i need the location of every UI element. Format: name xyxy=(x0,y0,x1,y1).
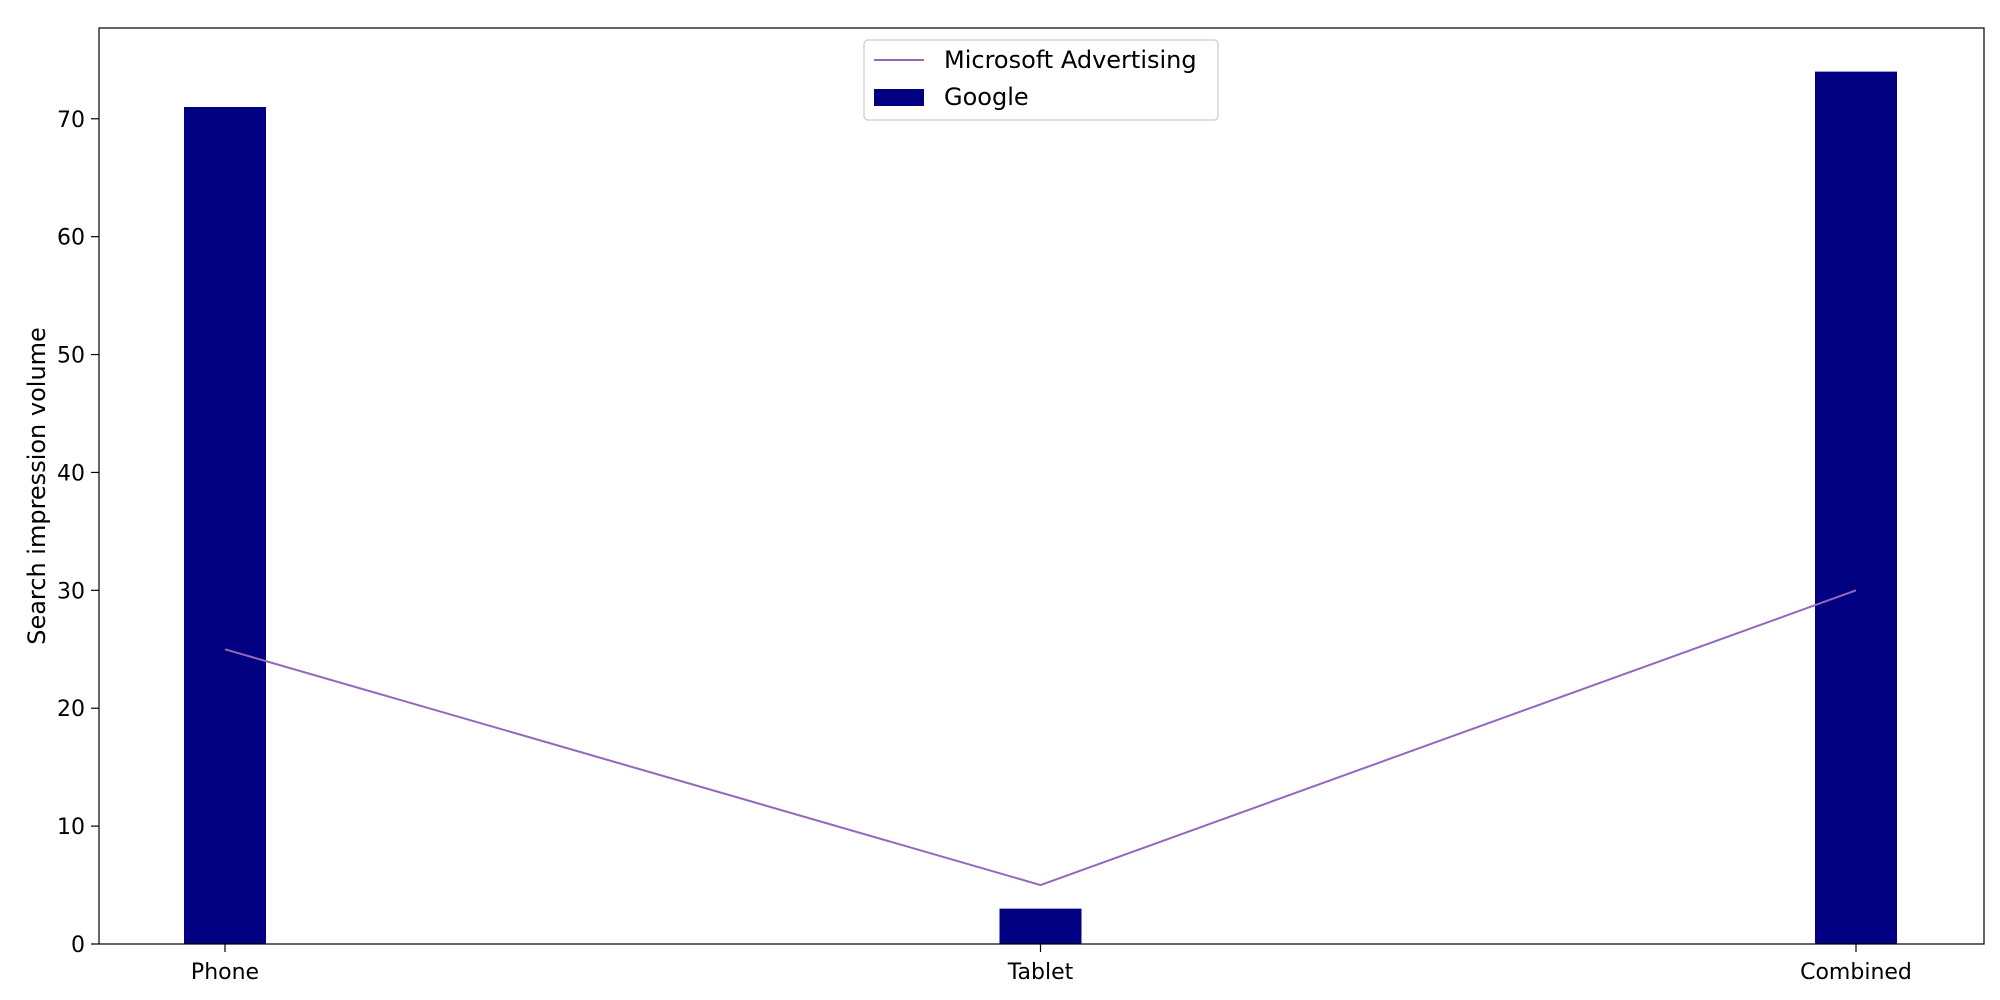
y-axis-title: Search impression volume xyxy=(23,327,51,645)
y-tick-label: 70 xyxy=(57,108,85,133)
legend-label-google: Google xyxy=(944,83,1029,111)
bar-phone xyxy=(184,106,266,944)
x-tick-label-combined: Combined xyxy=(1800,960,1912,985)
legend: Microsoft Advertising Google xyxy=(863,39,1219,121)
x-tick-label-phone: Phone xyxy=(191,960,259,985)
legend-box xyxy=(863,39,1219,121)
bar-group xyxy=(184,71,1897,945)
y-tick-label: 60 xyxy=(57,226,85,251)
bar-tablet xyxy=(999,908,1082,944)
y-tick-label: 50 xyxy=(57,344,85,369)
line-group xyxy=(224,589,1857,887)
y-axis: 0 10 20 30 40 50 60 70 xyxy=(57,108,99,958)
y-tick-label: 30 xyxy=(57,579,85,604)
plot-frame xyxy=(98,27,1985,945)
bar-combined xyxy=(1815,71,1897,945)
y-tick-label: 20 xyxy=(57,697,85,722)
legend-label-microsoft-advertising: Microsoft Advertising xyxy=(944,46,1197,74)
x-tick-label-tablet: Tablet xyxy=(1007,960,1074,985)
y-tick-label: 0 xyxy=(71,933,85,958)
line-microsoft-advertising xyxy=(224,589,1857,887)
y-tick-label: 40 xyxy=(57,461,85,486)
y-tick-label: 10 xyxy=(57,815,85,840)
x-axis: Phone Tablet Combined xyxy=(191,944,1912,985)
legend-bar-swatch xyxy=(874,89,924,106)
